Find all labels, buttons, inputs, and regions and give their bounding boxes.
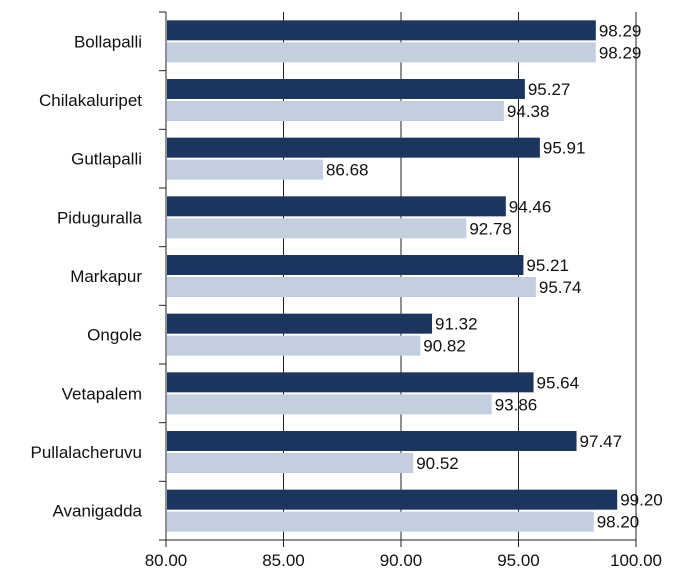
category-label: Piduguralla <box>57 208 143 227</box>
bar-series-1 <box>167 20 596 41</box>
category-label: Ongole <box>87 326 142 345</box>
x-tick-label: 100.00 <box>610 551 662 570</box>
category-label: Bollapalli <box>74 32 142 51</box>
category-label: Chilakaluripet <box>39 91 142 110</box>
category-label: Pullalacheruvu <box>30 443 142 462</box>
data-label: 95.64 <box>537 373 580 392</box>
bar-series-2 <box>167 159 323 180</box>
bar-series-2 <box>167 101 504 121</box>
data-label: 94.38 <box>507 102 550 121</box>
bar-series-2 <box>167 218 467 239</box>
bar-series-1 <box>167 372 534 393</box>
category-label: Gutlapalli <box>71 150 142 169</box>
bar-series-1 <box>167 313 433 334</box>
bar-series-1 <box>167 255 524 275</box>
x-tick-label: 85.00 <box>262 551 305 570</box>
data-label: 98.29 <box>599 43 642 62</box>
bar-series-2 <box>167 453 414 473</box>
bar-series-1 <box>167 196 506 217</box>
bar-series-2 <box>167 394 492 415</box>
bar-series-2 <box>167 335 421 356</box>
bar-series-1 <box>167 137 540 158</box>
data-label: 99.20 <box>620 491 663 510</box>
data-label: 86.68 <box>326 161 369 180</box>
data-label: 95.21 <box>526 256 569 275</box>
data-label: 95.74 <box>539 278 582 297</box>
data-label: 95.27 <box>528 80 571 99</box>
category-label: Avanigadda <box>53 502 143 521</box>
category-label: Markapur <box>70 267 142 286</box>
data-label: 90.52 <box>416 454 459 473</box>
data-label: 98.20 <box>597 513 640 532</box>
x-tick-label: 95.00 <box>497 551 540 570</box>
data-label: 94.46 <box>509 197 552 216</box>
data-label: 92.78 <box>469 219 512 238</box>
data-label: 93.86 <box>495 395 538 414</box>
data-label: 98.29 <box>599 21 642 40</box>
bar-series-1 <box>167 431 577 451</box>
bar-series-2 <box>167 277 536 297</box>
data-label: 95.91 <box>543 139 586 158</box>
x-tick-label: 80.00 <box>145 551 188 570</box>
data-label: 97.47 <box>580 432 623 451</box>
data-label: 91.32 <box>435 315 478 334</box>
bar-series-1 <box>167 489 618 510</box>
bar-series-2 <box>167 42 596 63</box>
bar-series-2 <box>167 511 594 532</box>
bar-series-1 <box>167 79 525 99</box>
x-tick-label: 90.00 <box>380 551 423 570</box>
category-label: Vetapalem <box>62 384 142 403</box>
data-label: 90.82 <box>423 337 466 356</box>
